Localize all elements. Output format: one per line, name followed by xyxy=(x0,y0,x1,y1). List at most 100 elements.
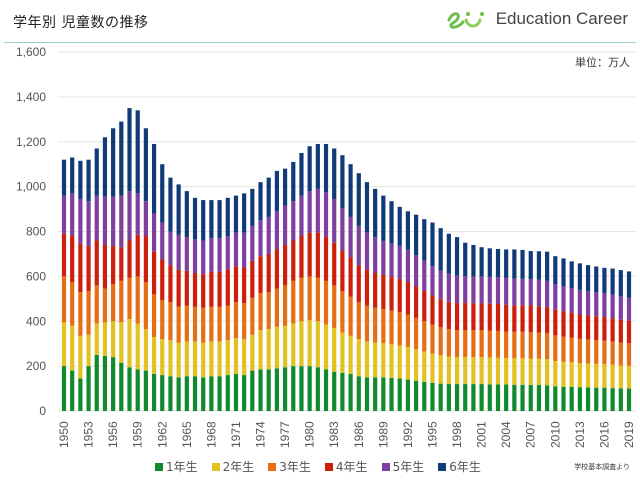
x-tick-label: 1986 xyxy=(352,421,366,448)
bar-stack-2009 xyxy=(545,251,550,411)
bar-stack-1988 xyxy=(373,188,378,411)
bar-segment-grade1-1955 xyxy=(102,356,108,411)
bar-segment-grade2-2015 xyxy=(594,363,599,388)
bar-segment-grade1-1997 xyxy=(446,384,451,411)
bar-segment-grade1-1978 xyxy=(291,366,296,412)
bar-stack-1952 xyxy=(78,160,83,411)
legend-swatch xyxy=(438,462,447,471)
bar-segment-grade5-1980 xyxy=(307,191,312,233)
bar-segment-grade4-2012 xyxy=(569,312,574,338)
bar-stack-1958 xyxy=(127,108,132,411)
bar-segment-grade1-2005 xyxy=(512,384,517,411)
bar-segment-grade6-1981 xyxy=(315,143,320,189)
bar-segment-grade6-1965 xyxy=(184,191,189,238)
bar-stack-2006 xyxy=(520,249,525,411)
bar-segment-grade2-1975 xyxy=(266,329,271,370)
bar-segment-grade3-2015 xyxy=(594,340,599,364)
bar-segment-grade2-1990 xyxy=(389,344,394,379)
bar-segment-grade1-1981 xyxy=(315,367,320,411)
bar-segment-grade5-2018 xyxy=(618,296,623,320)
bar-segment-grade4-1964 xyxy=(176,269,181,307)
bar-segment-grade3-1972 xyxy=(242,303,247,340)
bar-segment-grade4-2006 xyxy=(520,305,525,332)
bar-stack-1968 xyxy=(209,200,214,411)
bar-segment-grade5-2003 xyxy=(495,277,501,304)
bar-segment-grade4-1994 xyxy=(422,290,427,322)
bar-segment-grade5-1974 xyxy=(258,220,263,257)
bar-segment-grade5-2008 xyxy=(536,279,542,307)
bar-stack-2005 xyxy=(512,249,517,411)
bar-segment-grade1-1995 xyxy=(430,382,435,411)
bar-segment-grade4-2008 xyxy=(536,306,542,333)
header-divider xyxy=(4,42,636,43)
bar-segment-grade3-1984 xyxy=(340,290,345,333)
bar-segment-grade6-1950 xyxy=(61,159,67,196)
bar-segment-grade1-2009 xyxy=(545,385,550,411)
bar-segment-grade1-2013 xyxy=(577,387,582,411)
bar-segment-grade4-1957 xyxy=(119,247,124,281)
bar-segment-grade3-1950 xyxy=(61,276,67,323)
y-tick-label: 200 xyxy=(26,359,46,373)
bar-segment-grade5-1968 xyxy=(209,238,214,272)
x-tick-label: 2019 xyxy=(622,421,636,448)
bar-segment-grade6-1952 xyxy=(78,160,83,199)
bar-segment-grade1-1996 xyxy=(438,383,443,411)
unit-label: 単位：万人 xyxy=(575,56,630,69)
bar-segment-grade2-1987 xyxy=(364,341,370,378)
bar-segment-grade6-2017 xyxy=(610,268,615,295)
bar-segment-grade2-2014 xyxy=(585,363,591,388)
bar-segment-grade3-1975 xyxy=(266,292,271,330)
bar-segment-grade6-1993 xyxy=(414,214,419,256)
bar-segment-grade6-1961 xyxy=(151,143,157,214)
bar-segment-grade4-1984 xyxy=(340,250,345,291)
bar-segment-grade5-2005 xyxy=(512,278,517,306)
bar-segment-grade3-1965 xyxy=(184,305,189,342)
bar-segment-grade4-1950 xyxy=(61,233,67,277)
bar-segment-grade6-1988 xyxy=(373,188,378,238)
bar-segment-grade5-2004 xyxy=(504,277,509,305)
bar-segment-grade6-2013 xyxy=(577,263,582,290)
bar-stack-1983 xyxy=(332,148,337,411)
bar-segment-grade2-1997 xyxy=(446,356,451,385)
bar-stack-1982 xyxy=(323,143,329,411)
bar-segment-grade5-1956 xyxy=(111,196,116,247)
bar-segment-grade6-1991 xyxy=(397,206,402,246)
bar-stack-1976 xyxy=(274,170,279,411)
bar-segment-grade3-2002 xyxy=(487,330,492,358)
bar-stack-1967 xyxy=(201,200,206,411)
bar-stack-2010 xyxy=(553,256,558,411)
bar-segment-grade1-1962 xyxy=(160,375,165,411)
legend-label: 6年生 xyxy=(449,460,481,474)
bar-segment-grade4-2015 xyxy=(594,316,599,341)
bar-segment-grade2-1969 xyxy=(217,341,222,377)
bar-stack-1989 xyxy=(381,195,386,411)
bar-segment-grade1-1951 xyxy=(70,370,75,411)
bar-segment-grade1-1973 xyxy=(250,370,255,411)
bar-segment-grade4-1995 xyxy=(430,295,435,325)
bar-segment-grade1-1987 xyxy=(364,377,370,411)
bar-segment-grade1-1992 xyxy=(405,379,411,411)
bar-segment-grade6-1998 xyxy=(454,237,460,276)
bar-segment-grade3-1954 xyxy=(94,285,99,324)
bar-segment-grade5-1982 xyxy=(323,192,329,238)
bar-segment-grade5-1965 xyxy=(184,237,189,271)
bar-segment-grade1-1993 xyxy=(414,380,419,411)
x-tick-label: 2001 xyxy=(475,421,489,448)
bar-stack-1950 xyxy=(61,159,67,412)
bar-segment-grade1-2015 xyxy=(594,387,599,411)
bar-stack-2002 xyxy=(487,248,492,411)
legend-swatch xyxy=(381,462,390,471)
bar-stack-2000 xyxy=(471,244,476,411)
bar-stack-2014 xyxy=(585,265,591,411)
bar-stack-1996 xyxy=(438,228,443,411)
bar-segment-grade5-1978 xyxy=(291,201,296,241)
bar-segment-grade6-1954 xyxy=(94,148,99,196)
bar-stack-1997 xyxy=(446,233,451,411)
bar-segment-grade3-2010 xyxy=(553,335,558,361)
bar-segment-grade6-1976 xyxy=(274,170,279,212)
bar-segment-grade4-1962 xyxy=(160,259,165,300)
bar-segment-grade5-1996 xyxy=(438,270,443,300)
bar-segment-grade1-2008 xyxy=(536,384,542,411)
bar-stack-2001 xyxy=(479,247,484,411)
